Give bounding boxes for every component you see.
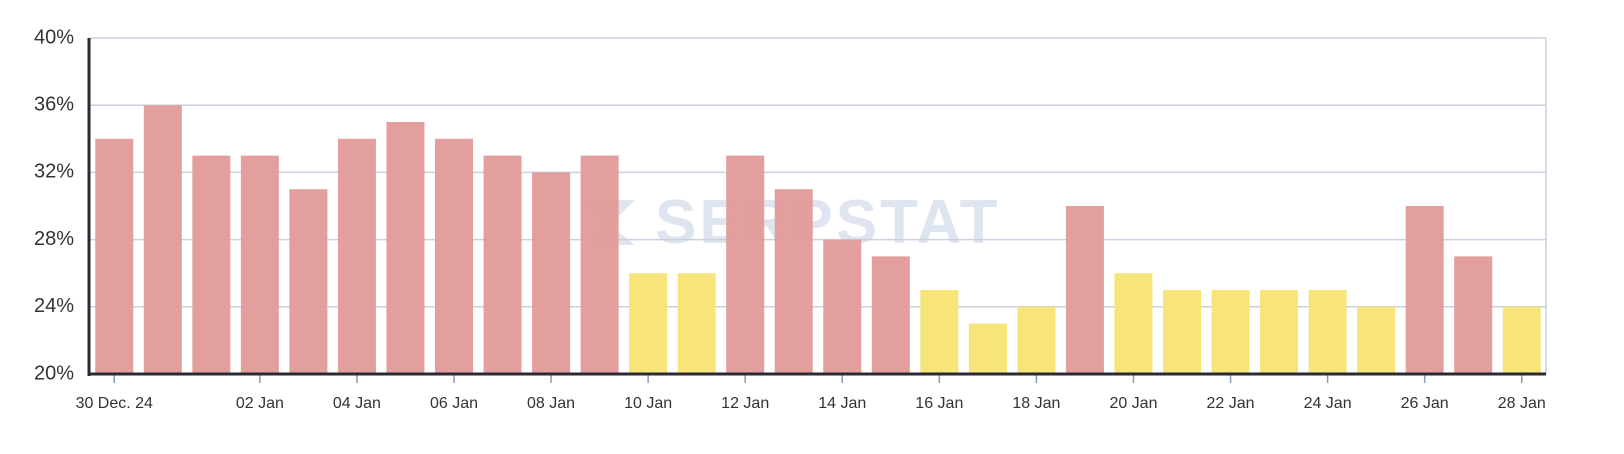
x-tick-label: 30 Dec. 24 (76, 395, 153, 412)
bar (1163, 290, 1201, 374)
y-tick-label: 32% (34, 161, 74, 183)
x-tick-label: 02 Jan (236, 395, 284, 412)
x-tick-label: 10 Jan (624, 395, 672, 412)
bar (580, 155, 619, 374)
y-tick-label: 36% (34, 93, 74, 115)
bar (95, 138, 134, 374)
bar (1017, 306, 1056, 374)
x-tick-label: 04 Jan (333, 395, 381, 412)
y-tick-label: 28% (34, 228, 74, 250)
x-tick-label: 12 Jan (721, 395, 769, 412)
bar (774, 189, 813, 374)
bar (386, 122, 425, 374)
bar (1114, 273, 1153, 374)
bar (1502, 306, 1541, 374)
bar (337, 138, 376, 374)
bar (1260, 290, 1299, 374)
bar (192, 155, 231, 374)
bar (289, 189, 328, 374)
x-tick-label: 26 Jan (1401, 395, 1449, 412)
x-tick-label: 08 Jan (527, 395, 575, 412)
bar (871, 256, 910, 374)
bar (968, 323, 1007, 374)
bar (677, 273, 716, 374)
bar (483, 155, 522, 374)
bar (920, 290, 959, 374)
bar (435, 138, 473, 374)
bar (1454, 256, 1493, 374)
x-tick-label: 28 Jan (1498, 395, 1546, 412)
bar (1211, 290, 1250, 374)
y-tick-label: 20% (34, 362, 74, 384)
bar (240, 155, 279, 374)
bar (1065, 206, 1104, 374)
bar (143, 105, 182, 374)
bar (1405, 206, 1444, 374)
bar (629, 273, 668, 374)
y-tick-label: 24% (34, 295, 74, 317)
y-tick-label: 40% (34, 26, 74, 48)
bar (726, 155, 765, 374)
bar (532, 172, 571, 374)
x-tick-label: 24 Jan (1304, 395, 1352, 412)
x-tick-label: 18 Jan (1012, 395, 1060, 412)
x-tick-label: 06 Jan (430, 395, 478, 412)
x-tick-label: 22 Jan (1207, 395, 1255, 412)
x-tick-label: 16 Jan (915, 395, 963, 412)
bar (1357, 306, 1396, 374)
bar (1308, 290, 1347, 374)
x-tick-label: 20 Jan (1109, 395, 1157, 412)
bar (823, 239, 862, 374)
x-tick-label: 14 Jan (818, 395, 866, 412)
